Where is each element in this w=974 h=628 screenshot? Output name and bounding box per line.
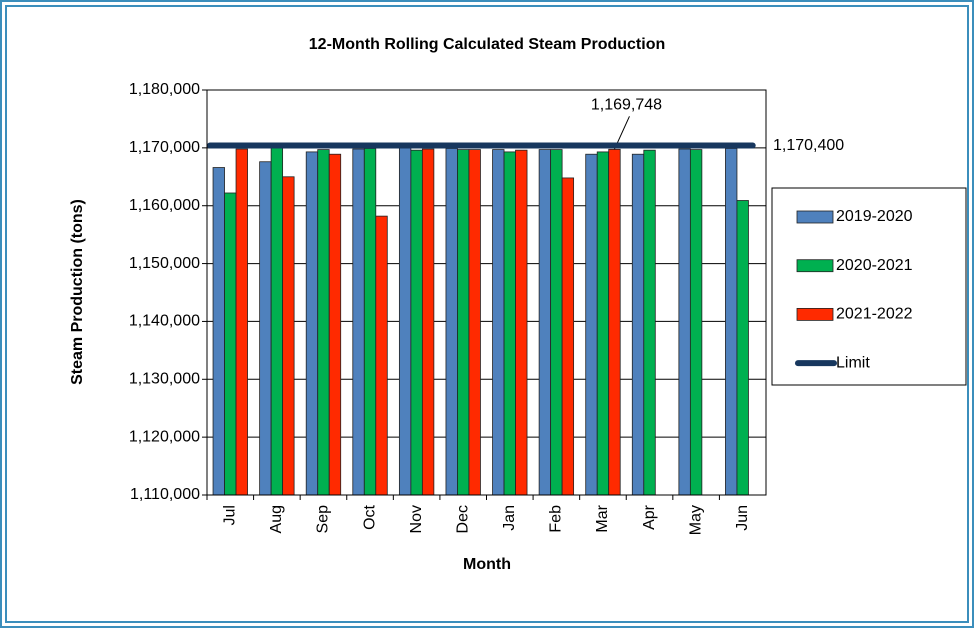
bar (410, 149, 423, 496)
x-tick-label: Jun (734, 505, 751, 531)
legend-swatch (796, 210, 834, 224)
bar (678, 148, 691, 496)
bar (259, 161, 272, 496)
y-tick-label: 1,160,000 (129, 197, 200, 214)
x-tick-label: Sep (315, 505, 332, 534)
x-tick-label: Jan (501, 505, 518, 531)
x-tick-label: May (687, 505, 704, 535)
bar (689, 149, 703, 496)
bar (561, 177, 575, 496)
limit-label: 1,170,400 (773, 137, 844, 154)
bar (725, 148, 738, 496)
bar (235, 148, 248, 496)
y-tick-label: 1,140,000 (129, 313, 200, 330)
bar (421, 148, 435, 496)
x-tick-label: Nov (408, 505, 425, 533)
bar (515, 149, 528, 496)
x-tick-label: Apr (641, 504, 658, 530)
x-tick-label: Oct (361, 504, 378, 529)
legend-label: 2021-2022 (836, 306, 913, 323)
bar (550, 149, 563, 496)
legend-label: 2020-2021 (836, 257, 913, 274)
x-tick-label: Dec (454, 505, 471, 533)
bar (224, 192, 237, 496)
x-axis-title: Month (463, 556, 511, 573)
y-tick-label: 1,180,000 (129, 81, 200, 98)
chart-title: 12-Month Rolling Calculated Steam Produc… (309, 36, 665, 53)
y-axis-title: Steam Production (tons) (69, 199, 86, 385)
legend-label: 2019-2020 (836, 208, 913, 225)
y-tick-label: 1,120,000 (129, 428, 200, 445)
bar (492, 149, 505, 496)
plot-area (207, 90, 766, 495)
bar (585, 153, 598, 496)
y-tick-label: 1,130,000 (129, 371, 200, 388)
bar (736, 200, 749, 496)
legend-label: Limit (836, 354, 870, 371)
bar (457, 149, 470, 496)
bar (503, 151, 516, 496)
x-tick-label: Jul (222, 505, 239, 525)
bar (352, 148, 365, 496)
bar (608, 148, 621, 496)
y-tick-label: 1,170,000 (129, 139, 200, 156)
y-tick-label: 1,150,000 (129, 255, 200, 272)
x-tick-label: Feb (548, 505, 565, 533)
bar (375, 215, 388, 496)
bar (631, 153, 645, 496)
x-tick-label: Aug (268, 505, 285, 533)
data-label: 1,169,748 (591, 97, 662, 114)
bar (282, 176, 295, 496)
bar (212, 167, 225, 496)
bar (468, 149, 481, 496)
bar (445, 148, 458, 496)
bar (270, 147, 284, 496)
x-tick-label: Mar (594, 504, 611, 532)
bar (305, 151, 319, 496)
bar (596, 151, 610, 496)
bar (363, 148, 377, 496)
y-tick-label: 1,110,000 (130, 486, 200, 503)
bar (643, 149, 656, 496)
bar (317, 149, 330, 496)
legend-swatch (796, 307, 834, 321)
legend-swatch (796, 259, 834, 273)
bar (538, 149, 552, 496)
bar (398, 147, 412, 496)
bar (328, 153, 342, 496)
